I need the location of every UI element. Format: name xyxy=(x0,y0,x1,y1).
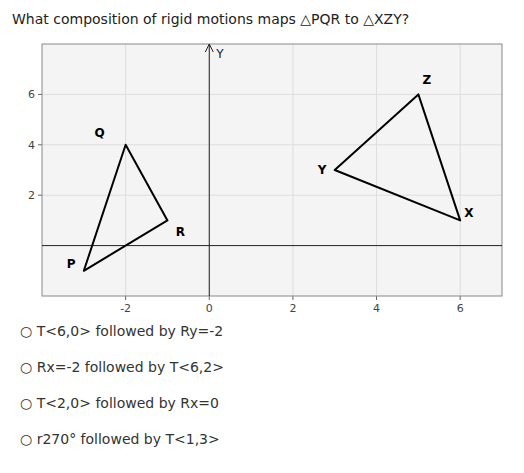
grid-line xyxy=(376,44,377,296)
vertex-label: X xyxy=(464,206,474,220)
plot-frame xyxy=(42,44,502,296)
tick-label: 4 xyxy=(28,139,35,152)
vertex-label: Z xyxy=(423,73,432,87)
triangle xyxy=(84,145,168,271)
y-axis-arrow xyxy=(205,44,213,52)
tick-mark xyxy=(376,296,377,300)
axis-label: Y xyxy=(215,47,224,61)
answer-option: ○ T<6,0> followed by Ry=-2 xyxy=(20,323,223,339)
vertex-label: P xyxy=(67,257,76,271)
grid-line xyxy=(125,44,126,296)
triangle xyxy=(335,94,460,220)
answer-option: ○ r270° followed by T<1,3> xyxy=(20,431,220,447)
tick-mark xyxy=(38,94,42,95)
marks xyxy=(84,94,460,270)
tick-label: 2 xyxy=(289,302,296,315)
grid-line xyxy=(209,44,210,296)
vertex-label: Q xyxy=(95,126,105,140)
grid xyxy=(42,44,502,296)
answer-option: ○ Rx=-2 followed by T<6,2> xyxy=(20,359,224,375)
tick-label: 6 xyxy=(28,88,35,101)
answer-option: ○ T<2,0> followed by Rx=0 xyxy=(20,395,219,411)
grid-line xyxy=(460,44,461,296)
grid-line xyxy=(42,144,502,145)
grid-line xyxy=(42,195,502,196)
title: What composition of rigid motions maps △… xyxy=(12,11,409,27)
tick-label: 2 xyxy=(28,189,35,202)
tick-label: 0 xyxy=(206,302,213,315)
chart: What composition of rigid motions maps △… xyxy=(0,0,524,473)
vertex-label: R xyxy=(176,225,185,239)
plot-background xyxy=(42,44,502,296)
tick-mark xyxy=(38,144,42,145)
tick-label: -2 xyxy=(120,302,131,315)
tick-mark xyxy=(125,296,126,300)
x-axis xyxy=(42,245,502,246)
tick-label: 4 xyxy=(373,302,380,315)
tick-mark xyxy=(460,296,461,300)
grid-line xyxy=(292,44,293,296)
y-axis xyxy=(209,44,210,296)
tick-label: 6 xyxy=(457,302,464,315)
vertex-label: Y xyxy=(317,163,327,177)
grid-line xyxy=(42,94,502,95)
tick-mark xyxy=(38,195,42,196)
tick-mark xyxy=(292,296,293,300)
tick-mark xyxy=(209,296,210,300)
